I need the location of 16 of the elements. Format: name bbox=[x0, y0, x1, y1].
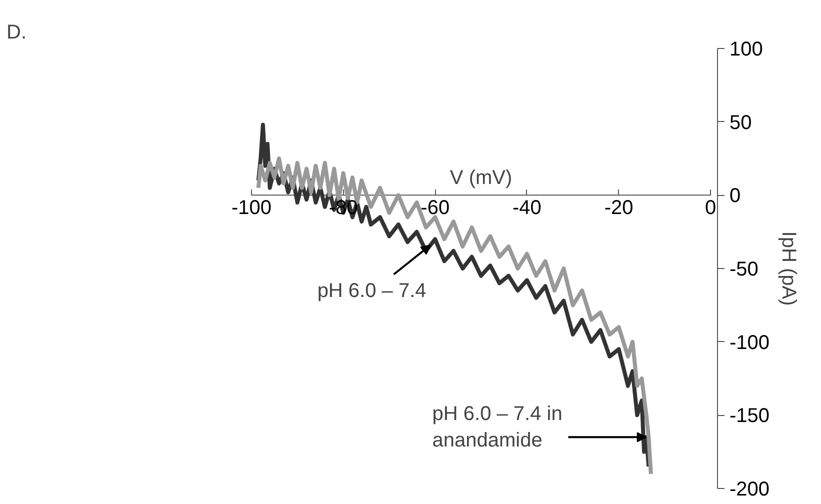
x-tick-label: -60 bbox=[420, 197, 450, 220]
y-axis-title: IpH (pA) bbox=[778, 231, 800, 306]
x-tick-label: 0 bbox=[705, 197, 716, 220]
y-tick-label: -50 bbox=[730, 258, 758, 280]
x-axis-title: V (mV) bbox=[450, 167, 512, 190]
y-tick-label: 50 bbox=[730, 112, 752, 134]
annotation: pH 6.0 – 7.4 in anandamide bbox=[432, 402, 562, 452]
x-tick-label: -20 bbox=[604, 197, 634, 220]
y-tick-label: -100 bbox=[730, 332, 770, 354]
text: D. bbox=[6, 22, 26, 44]
x-tick-label: -100 bbox=[231, 197, 272, 220]
y-tick-label: 100 bbox=[730, 38, 763, 60]
x-tick-label: -40 bbox=[512, 197, 542, 220]
y-tick-label: -200 bbox=[730, 478, 770, 500]
annotation: pH 6.0 – 7.4 bbox=[317, 280, 426, 302]
y-tick-label: -150 bbox=[730, 405, 770, 428]
